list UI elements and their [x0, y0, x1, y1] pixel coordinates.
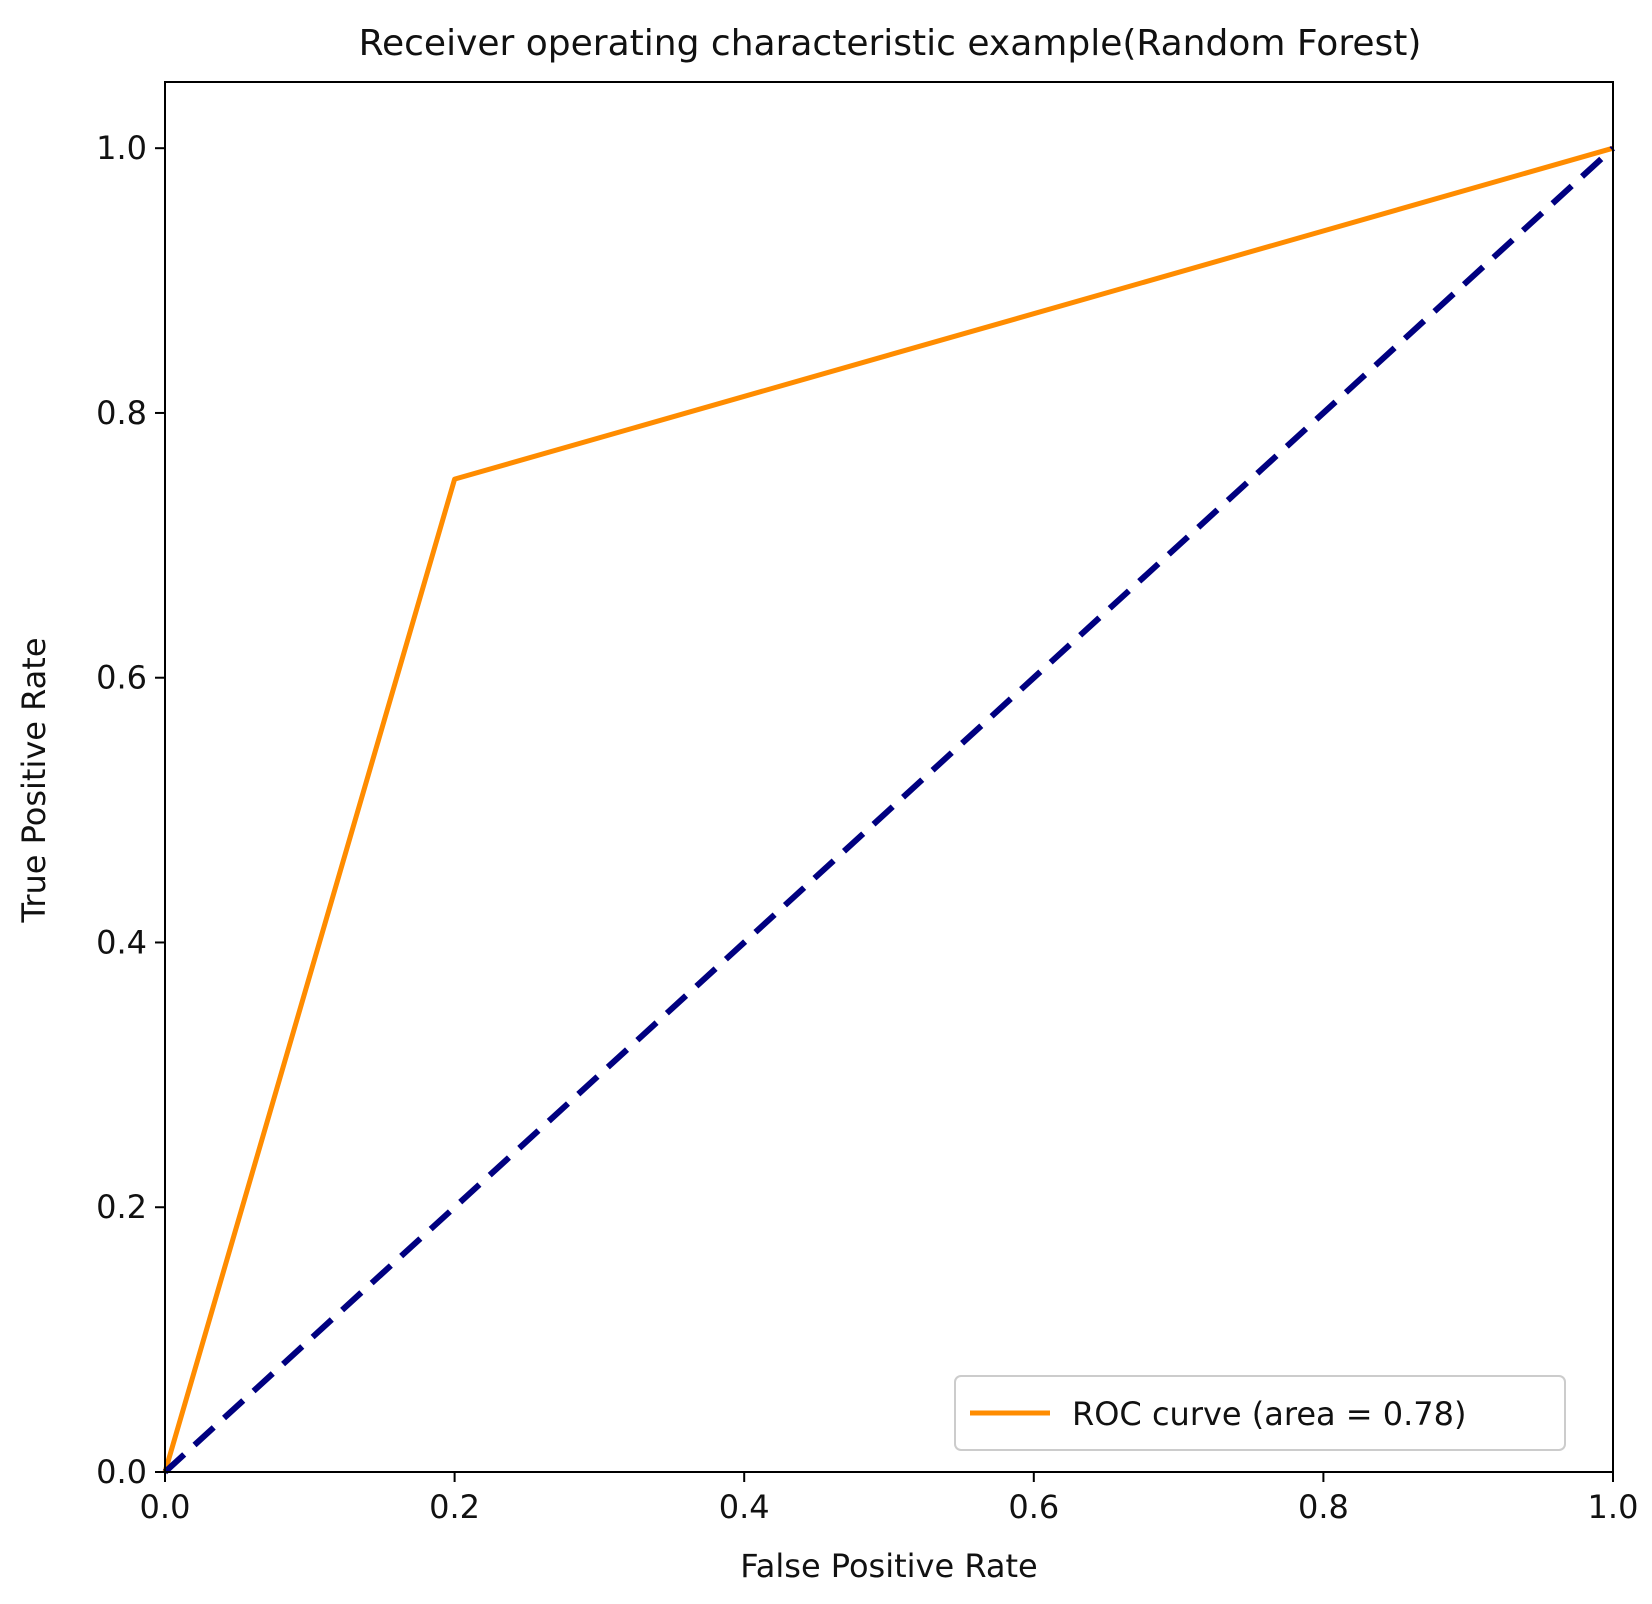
axis-ticks: 0.0 0.2 0.4 0.6 0.8 1.0 0.0 0.2 0.4 0.6 0.8 1.0 [96, 129, 1638, 1526]
y-tick-label: 0.2 [96, 1188, 147, 1226]
chart-title: Receiver operating characteristic exampl… [359, 23, 1422, 64]
x-tick-label: 0.2 [429, 1488, 480, 1526]
x-tick-label: 0.0 [140, 1488, 191, 1526]
x-tick-label: 0.4 [719, 1488, 770, 1526]
plot-area [162, 81, 1616, 1475]
chance-diagonal-line [162, 145, 1616, 1475]
y-tick-label: 0.4 [96, 923, 147, 961]
x-tick-label: 0.6 [1008, 1488, 1059, 1526]
x-axis-label: False Positive Rate [740, 1547, 1037, 1585]
y-tick-label: 0.0 [96, 1453, 147, 1491]
roc-curve-line [162, 145, 1614, 1473]
x-tick-label: 0.8 [1298, 1488, 1349, 1526]
legend-roc-label: ROC curve (area = 0.78) [1072, 1395, 1467, 1433]
y-tick-label: 0.8 [96, 394, 147, 432]
y-tick-label: 0.6 [96, 659, 147, 697]
y-axis-label: True Positive Rate [15, 637, 53, 923]
x-tick-label: 1.0 [1588, 1488, 1639, 1526]
legend-box [954, 1375, 1566, 1451]
y-tick-label: 1.0 [96, 129, 147, 167]
legend: ROC curve (area = 0.78) [954, 1375, 1566, 1451]
plot-frame [164, 81, 1614, 1473]
